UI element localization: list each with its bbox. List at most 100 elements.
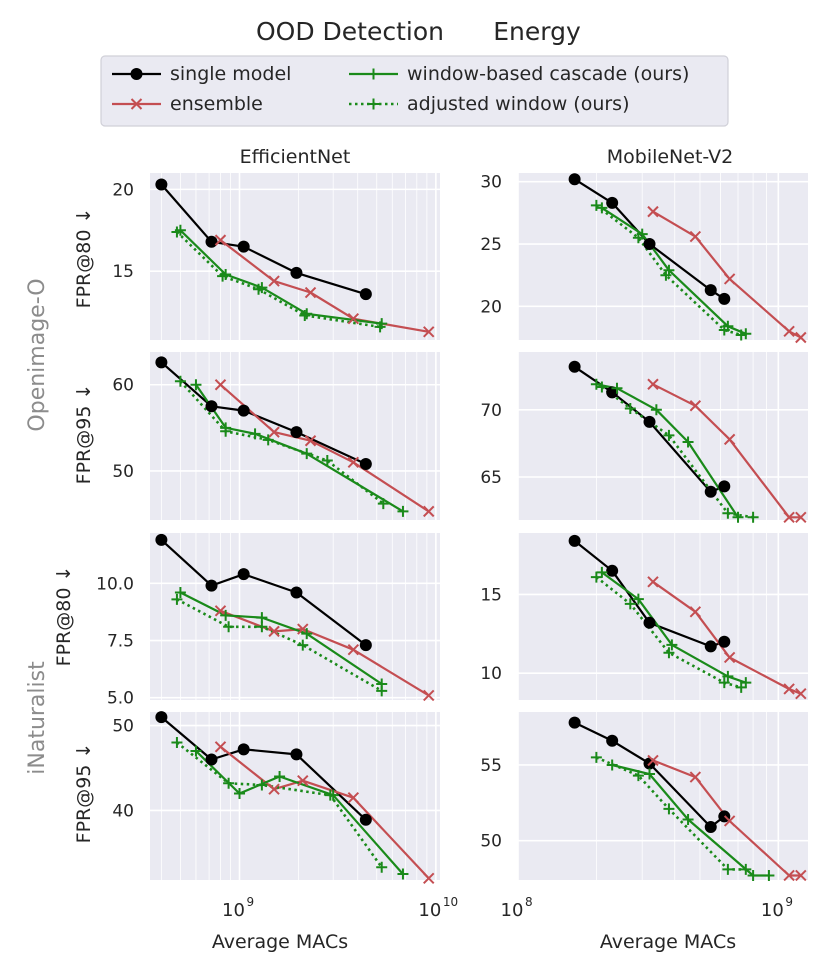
point-window (301, 448, 313, 460)
point-single (155, 356, 168, 369)
point-ensemble (423, 326, 435, 338)
point-single (704, 821, 717, 834)
point-single (568, 173, 581, 186)
x-tick-exponent: 8 (525, 895, 533, 909)
point-ensemble (783, 511, 795, 524)
x-tick-exponent: 9 (247, 895, 255, 909)
point-adjusted (299, 309, 311, 321)
point-ensemble (347, 643, 360, 656)
point-single (237, 240, 250, 253)
point-ensemble (214, 605, 227, 617)
point-adjusted (174, 375, 186, 387)
y-tick-label: 40 (112, 801, 134, 821)
point-single (568, 534, 581, 547)
point-adjusted (171, 226, 183, 238)
y-tick-label: 7.5 (107, 632, 134, 652)
point-window (611, 382, 623, 394)
point-ensemble (647, 205, 659, 218)
point-single (704, 284, 717, 297)
legend-frame (100, 55, 729, 127)
point-adjusted (376, 861, 388, 873)
point-adjusted (718, 324, 730, 336)
point-single (643, 415, 656, 428)
point-single (205, 579, 218, 592)
x-tick-exponent: 9 (785, 895, 793, 909)
point-adjusted (596, 381, 608, 393)
panel-3: 50 60 (112, 352, 440, 520)
y-tick-label: 10.0 (96, 574, 134, 594)
point-single (155, 178, 168, 191)
point-adjusted (740, 863, 752, 875)
x-axes: 10 9 10 10 10 8 10 9 (222, 895, 793, 921)
series-line-adjusted (176, 741, 383, 869)
point-ensemble (423, 689, 435, 702)
point-adjusted (217, 270, 229, 282)
point-ensemble (347, 456, 360, 468)
point-adjusted (722, 863, 734, 875)
point-ensemble (783, 683, 795, 695)
point-ensemble (347, 313, 360, 325)
y-tick-label: 60 (112, 376, 134, 396)
point-single (606, 196, 619, 209)
column-title-efficientnet: EfficientNet (240, 146, 351, 168)
x-tick-exponent: 10 (443, 895, 458, 909)
title-energy: Energy (493, 17, 581, 46)
point-window (747, 869, 759, 881)
point-adjusted (377, 498, 389, 510)
series-line-adjusted (175, 230, 381, 329)
series-line-adjusted (595, 576, 742, 689)
point-window (682, 813, 694, 825)
y-tick-label: 15 (480, 585, 502, 605)
point-window (666, 639, 678, 651)
panel-background (518, 533, 808, 700)
column-title-mobilenet: MobileNet-V2 (607, 146, 734, 168)
point-ensemble (723, 433, 736, 446)
y-tick-label: 55 (480, 756, 502, 776)
point-window (397, 868, 409, 880)
point-ensemble (783, 325, 795, 337)
point-window (644, 768, 656, 780)
point-single (718, 480, 731, 493)
point-window (596, 202, 608, 214)
point-ensemble (214, 741, 227, 753)
point-ensemble (297, 775, 309, 787)
legend-markers (112, 68, 398, 110)
point-adjusted (171, 737, 183, 749)
point-adjusted (590, 199, 602, 211)
point-single (205, 235, 218, 248)
point-ensemble (268, 625, 280, 638)
point-adjusted (376, 685, 388, 697)
point-ensemble (783, 869, 795, 882)
point-adjusted (663, 429, 675, 441)
point-single (290, 748, 303, 761)
point-single (643, 616, 656, 629)
point-ensemble (723, 815, 736, 827)
point-window (174, 586, 186, 598)
panel-5: 5.0 7.5 10.0 (96, 533, 440, 709)
point-ensemble (795, 869, 807, 882)
point-adjusted (590, 571, 602, 583)
point-window (732, 511, 744, 523)
point-adjusted (220, 425, 232, 437)
point-single (718, 292, 731, 305)
legend-label-single: single model (170, 63, 291, 85)
legend-marker-ensemble (130, 98, 143, 110)
point-single (606, 386, 619, 399)
point-window (650, 404, 662, 416)
legend-label-window: window-based cascade (ours) (407, 63, 689, 85)
point-adjusted (223, 621, 235, 633)
x-tick-label: 10 (761, 900, 784, 921)
point-adjusted (747, 511, 759, 523)
point-window (234, 787, 246, 799)
point-window (274, 770, 286, 782)
point-single (290, 586, 303, 599)
point-window (722, 670, 734, 682)
y-tick-label: 15 (112, 262, 134, 282)
point-window (590, 378, 602, 390)
point-window (606, 759, 618, 771)
point-ensemble (214, 234, 227, 246)
point-adjusted (297, 639, 309, 651)
point-ensemble (268, 275, 280, 287)
